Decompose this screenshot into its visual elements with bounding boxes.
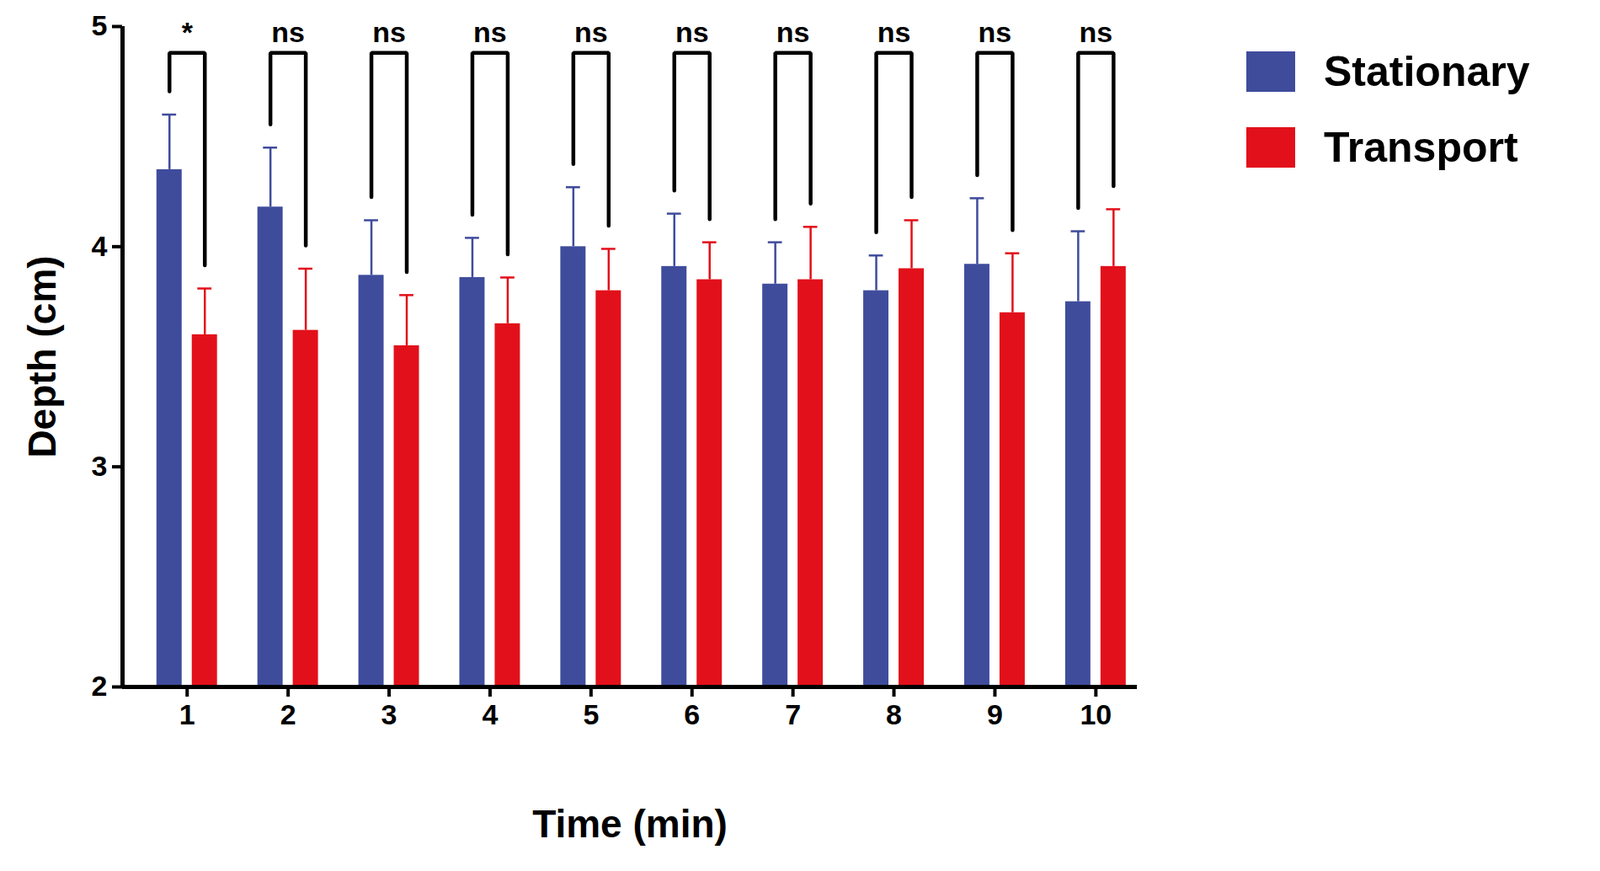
svg-text:9: 9 [986, 698, 1003, 731]
svg-text:6: 6 [683, 698, 700, 731]
svg-text:ns: ns [271, 16, 305, 48]
svg-text:10: 10 [1079, 698, 1112, 731]
svg-text:ns: ns [776, 16, 811, 48]
svg-text:4: 4 [91, 229, 108, 262]
svg-text:7: 7 [784, 698, 801, 731]
svg-text:ns: ns [473, 16, 507, 48]
svg-text:4: 4 [481, 698, 498, 731]
svg-text:3: 3 [381, 698, 398, 731]
svg-text:Time (min): Time (min) [532, 801, 728, 846]
svg-text:3: 3 [91, 449, 108, 482]
svg-text:2: 2 [280, 698, 297, 731]
svg-text:2: 2 [91, 669, 108, 702]
svg-text:ns: ns [877, 16, 912, 48]
html-text:Transport: Transport [1323, 123, 1518, 171]
svg-text:ns: ns [574, 16, 608, 48]
svg-text:ns: ns [978, 16, 1013, 48]
svg-text:5: 5 [582, 698, 599, 731]
svg-text:1: 1 [179, 698, 196, 731]
svg-text:ns: ns [675, 16, 710, 48]
svg-text:8: 8 [885, 698, 902, 731]
html-text:Stationary: Stationary [1323, 48, 1530, 96]
svg-text:5: 5 [91, 9, 108, 42]
svg-text:ns: ns [1078, 16, 1113, 48]
svg-text:Depth (cm): Depth (cm) [20, 255, 64, 458]
svg-text:*: * [181, 16, 194, 48]
svg-text:ns: ns [372, 16, 406, 48]
